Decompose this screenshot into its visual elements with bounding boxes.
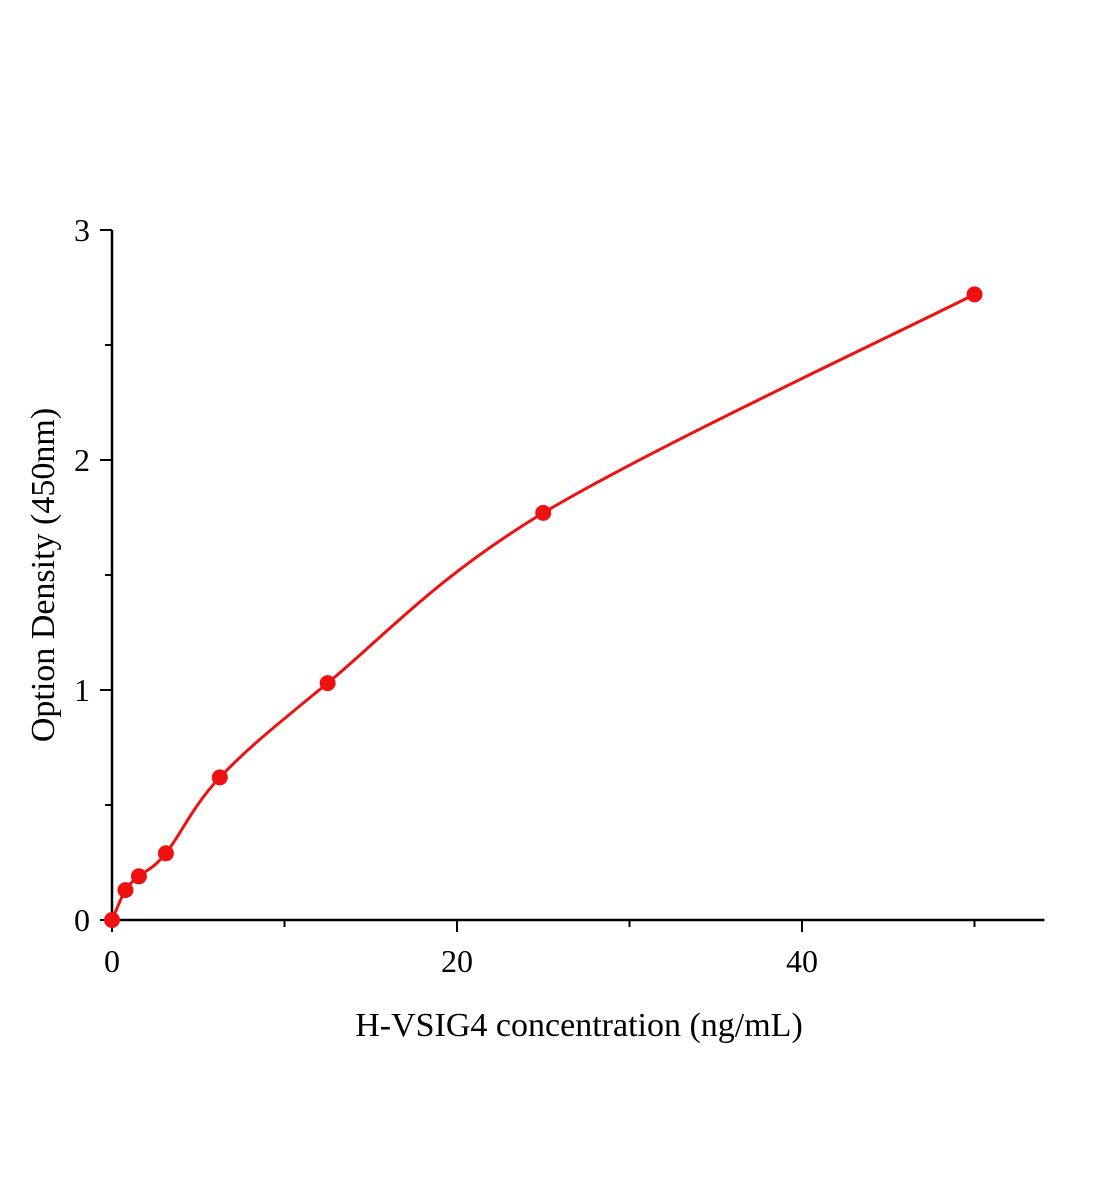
x-axis-label: H-VSIG4 concentration (ng/mL): [355, 1007, 803, 1044]
fit-curve: [110, 293, 976, 921]
data-point: [966, 286, 983, 303]
data-point: [130, 868, 147, 885]
data-point: [104, 912, 120, 928]
data-point: [157, 845, 174, 862]
data-point: [535, 504, 552, 521]
data-points: [104, 286, 983, 928]
y-tick-label: 3: [74, 212, 90, 248]
data-point: [319, 675, 336, 692]
y-tick-label: 1: [74, 672, 90, 708]
x-tick-label: 0: [104, 943, 120, 979]
fit-curve-group: [110, 293, 976, 921]
y-axis-label: Option Density (450nm): [25, 408, 62, 742]
x-tick-label: 40: [786, 943, 818, 979]
data-point: [211, 769, 228, 786]
axes: 0 20 40 0 1 2 3: [74, 212, 1045, 979]
x-tick-label: 20: [441, 943, 473, 979]
y-tick-label: 2: [74, 442, 90, 478]
data-point: [117, 882, 134, 899]
y-tick-label: 0: [74, 902, 90, 938]
